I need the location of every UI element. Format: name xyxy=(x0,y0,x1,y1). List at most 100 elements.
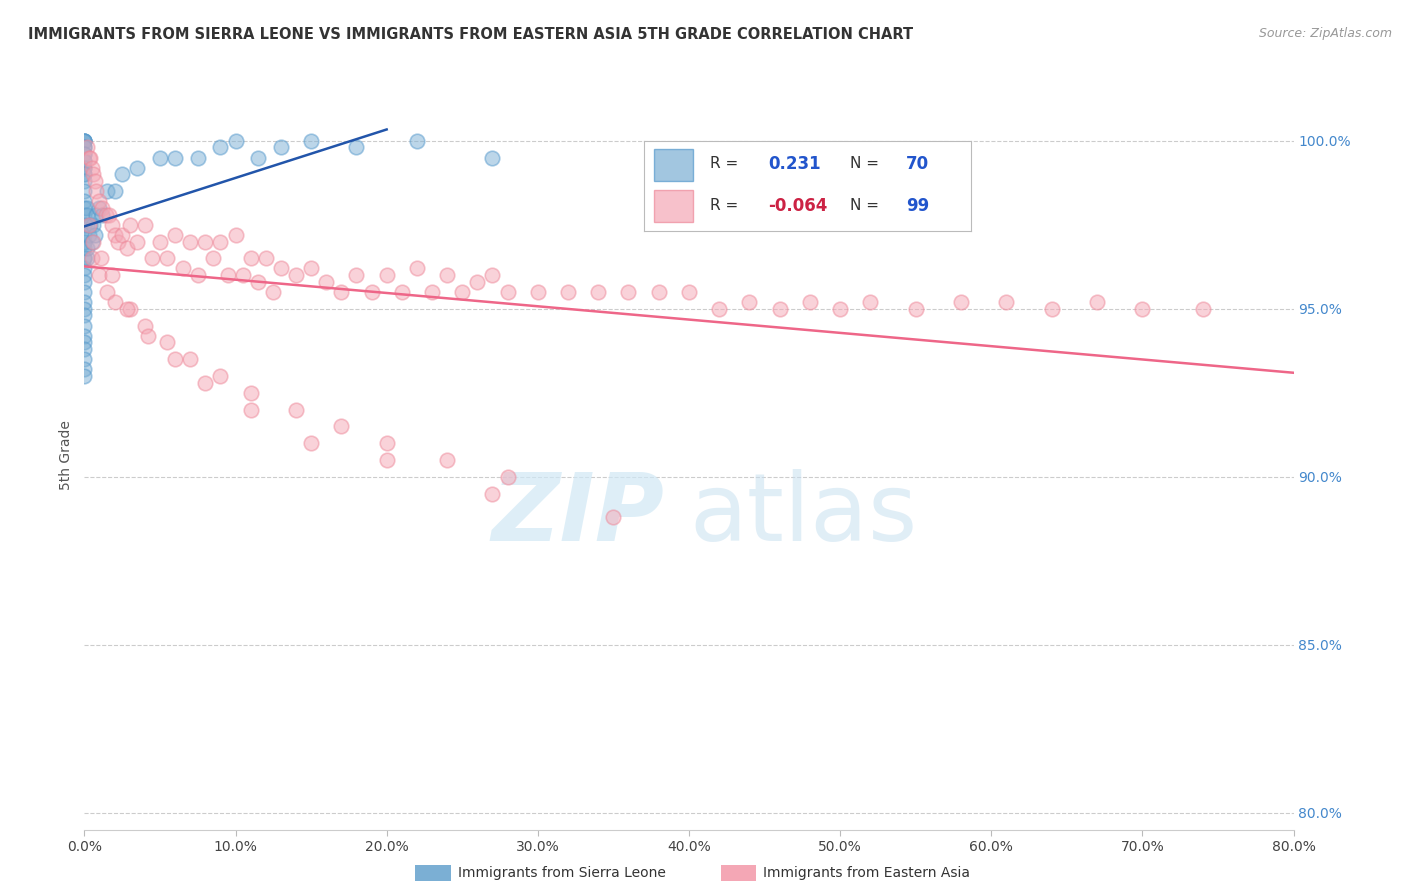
Point xyxy=(84,227,107,242)
Point xyxy=(709,301,731,316)
Point xyxy=(156,252,179,266)
Point xyxy=(360,285,382,299)
Point xyxy=(315,275,337,289)
Point xyxy=(73,134,96,148)
Point xyxy=(1085,295,1108,310)
Point xyxy=(118,301,141,316)
Point xyxy=(73,153,96,168)
Point xyxy=(73,309,96,323)
Text: Source: ZipAtlas.com: Source: ZipAtlas.com xyxy=(1258,27,1392,40)
Point xyxy=(165,227,187,242)
Point xyxy=(118,218,141,232)
Point xyxy=(73,318,96,333)
Point xyxy=(73,184,96,198)
Point xyxy=(588,285,610,299)
Point xyxy=(82,235,104,249)
Point xyxy=(90,252,112,266)
Point xyxy=(225,227,247,242)
Bar xyxy=(654,190,693,222)
Point xyxy=(481,486,503,500)
Point xyxy=(77,218,100,232)
Point xyxy=(76,252,98,266)
Point xyxy=(73,368,96,383)
Point xyxy=(527,285,550,299)
Point xyxy=(73,328,96,343)
Point xyxy=(1132,301,1154,316)
Point xyxy=(94,208,117,222)
Point xyxy=(79,218,101,232)
Text: -0.064: -0.064 xyxy=(769,196,828,215)
Point xyxy=(80,235,103,249)
Point xyxy=(346,140,368,154)
Text: 99: 99 xyxy=(905,196,929,215)
Y-axis label: 5th Grade: 5th Grade xyxy=(59,420,73,490)
Point xyxy=(91,201,114,215)
Point xyxy=(76,241,98,255)
Point xyxy=(436,268,458,282)
Point xyxy=(73,153,96,168)
Point xyxy=(678,285,700,299)
Point xyxy=(104,184,127,198)
Point xyxy=(127,235,149,249)
Point xyxy=(73,167,96,181)
Point xyxy=(769,301,792,316)
Point xyxy=(179,352,201,367)
Point xyxy=(73,301,96,316)
Point xyxy=(73,201,96,215)
Point xyxy=(201,252,224,266)
Point xyxy=(346,268,368,282)
Point xyxy=(73,161,96,175)
Point xyxy=(172,261,194,276)
Point xyxy=(165,352,187,367)
Point xyxy=(111,167,134,181)
Text: R =: R = xyxy=(710,156,738,171)
Text: R =: R = xyxy=(710,198,738,213)
Point xyxy=(436,453,458,467)
Text: N =: N = xyxy=(851,198,879,213)
Point xyxy=(73,295,96,310)
Point xyxy=(77,227,100,242)
Point xyxy=(557,285,579,299)
Point xyxy=(285,268,308,282)
Point xyxy=(73,208,96,222)
Point xyxy=(149,235,172,249)
Point xyxy=(127,161,149,175)
Point xyxy=(239,252,262,266)
Point xyxy=(209,140,232,154)
Text: N =: N = xyxy=(851,156,879,171)
Point xyxy=(134,318,156,333)
Point xyxy=(73,167,96,181)
Point xyxy=(89,194,111,209)
Text: IMMIGRANTS FROM SIERRA LEONE VS IMMIGRANTS FROM EASTERN ASIA 5TH GRADE CORRELATI: IMMIGRANTS FROM SIERRA LEONE VS IMMIGRAN… xyxy=(28,27,914,42)
Point xyxy=(107,235,129,249)
Point xyxy=(100,268,122,282)
Point xyxy=(82,218,104,232)
Point xyxy=(73,147,96,161)
Text: Immigrants from Sierra Leone: Immigrants from Sierra Leone xyxy=(458,866,665,880)
Point xyxy=(73,285,96,299)
Point xyxy=(375,453,398,467)
Point xyxy=(232,268,254,282)
Point xyxy=(73,235,96,249)
Point xyxy=(73,140,96,154)
Point xyxy=(285,402,308,417)
Point xyxy=(115,301,138,316)
Point xyxy=(209,368,232,383)
Point xyxy=(136,328,159,343)
Point xyxy=(270,261,292,276)
Point xyxy=(225,134,247,148)
Point xyxy=(89,201,111,215)
Point xyxy=(96,184,118,198)
Point xyxy=(950,295,973,310)
Point xyxy=(73,218,96,232)
Point xyxy=(73,147,96,161)
Point xyxy=(82,167,104,181)
Point xyxy=(299,134,322,148)
Point xyxy=(406,261,429,276)
Point xyxy=(73,134,96,148)
Point xyxy=(73,252,96,266)
Text: ZIP: ZIP xyxy=(492,469,665,561)
Point xyxy=(73,268,96,282)
Point xyxy=(76,140,98,154)
Point xyxy=(262,285,284,299)
